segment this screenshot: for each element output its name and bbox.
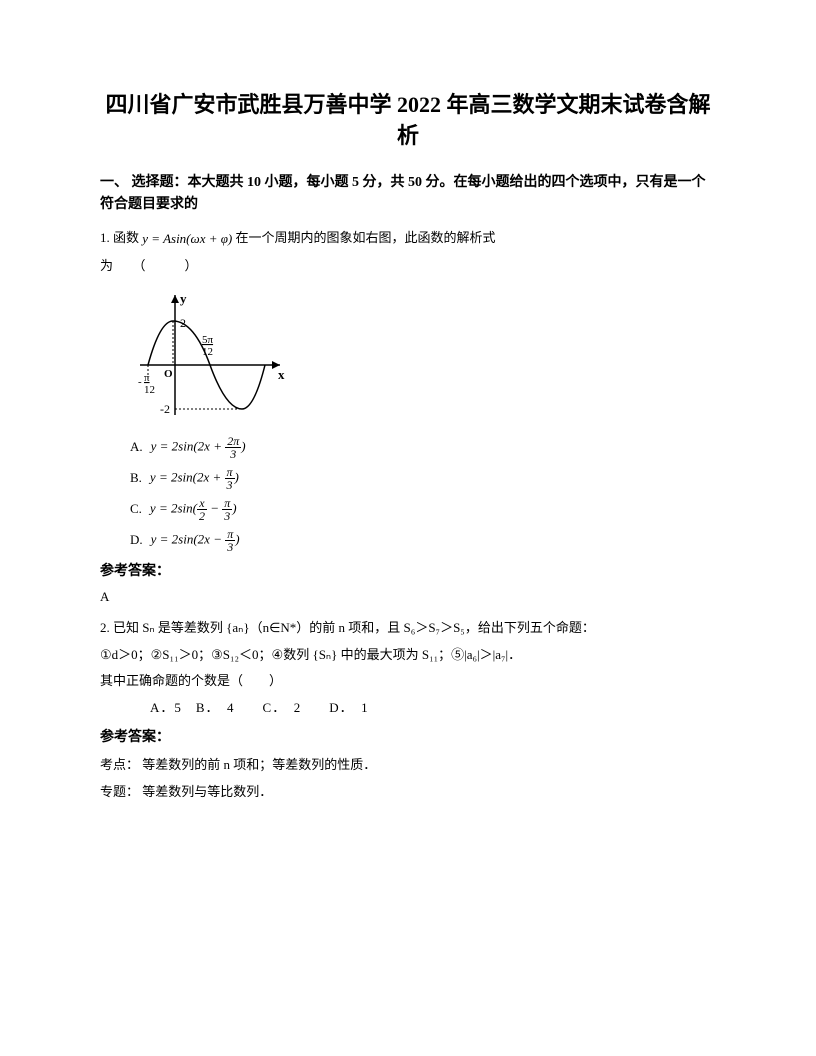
q1-post: 在一个周期内的图象如右图，此函数的解析式 (236, 230, 496, 245)
q1-formula: y = Asin(ωx + φ) (142, 229, 232, 250)
kaodian-label: 考点： (100, 757, 139, 772)
opt-d-label: D. (130, 530, 143, 551)
svg-text:2: 2 (180, 316, 186, 330)
q1-line1: 1. 函数 y = Asin(ωx + φ) 在一个周期内的图象如右图，此函数的… (100, 228, 716, 249)
opt-a-formula: y = 2sin(2x + 2π3) (151, 435, 246, 460)
page-title: 四川省广安市武胜县万善中学 2022 年高三数学文期末试卷含解析 (100, 90, 716, 152)
q2-options: A．5 B． 4 C． 2 D． 1 (150, 698, 716, 719)
opt-b-formula: y = 2sin(2x + π3) (150, 466, 239, 491)
q2-zhuanti: 专题： 等差数列与等比数列． (100, 782, 716, 803)
section-1-heading: 一、 选择题：本大题共 10 小题，每小题 5 分，共 50 分。在每小题给出的… (100, 172, 716, 217)
svg-text:5π: 5π (202, 334, 214, 346)
q1-option-c: C. y = 2sin(x2 − π3) (130, 497, 716, 522)
svg-text:-2: -2 (160, 402, 170, 416)
svg-text:y: y (180, 291, 187, 306)
svg-text:x: x (278, 367, 285, 382)
opt-c-label: C. (130, 499, 142, 520)
svg-text:O: O (164, 368, 173, 380)
q2-line1: 2. 已知 Sₙ 是等差数列 {aₙ}（n∈N*）的前 n 项和，且 S₆＞S₇… (100, 618, 716, 639)
svg-text:12: 12 (202, 346, 213, 358)
q1-option-a: A. y = 2sin(2x + 2π3) (130, 435, 716, 460)
opt-b-label: B. (130, 468, 142, 489)
kaodian-text: 等差数列的前 n 项和；等差数列的性质． (142, 757, 376, 772)
q1-option-b: B. y = 2sin(2x + π3) (130, 466, 716, 491)
q2-kaodian: 考点： 等差数列的前 n 项和；等差数列的性质． (100, 755, 716, 776)
q1-options: A. y = 2sin(2x + 2π3) B. y = 2sin(2x + π… (130, 435, 716, 553)
opt-a-label: A. (130, 437, 143, 458)
opt-d-formula: y = 2sin(2x − π3) (151, 528, 240, 553)
q1-option-d: D. y = 2sin(2x − π3) (130, 528, 716, 553)
svg-text:π: π (144, 372, 150, 384)
q2-num: 2. (100, 620, 110, 635)
q2-line2: ①d＞0；②S₁₁＞0；③S₁₂＜0；④数列 {Sₙ} 中的最大项为 S₁₁；⑤… (100, 645, 716, 666)
q1-answer-heading: 参考答案： (100, 561, 716, 583)
svg-text:12: 12 (144, 384, 155, 396)
q2-answer-heading: 参考答案： (100, 727, 716, 749)
q1-pre: 函数 (113, 230, 139, 245)
q1-answer: A (100, 587, 716, 608)
question-1: 1. 函数 y = Asin(ωx + φ) 在一个周期内的图象如右图，此函数的… (100, 228, 716, 552)
zhuanti-label: 专题： (100, 784, 139, 799)
opt-c-formula: y = 2sin(x2 − π3) (150, 497, 237, 522)
q1-line2: 为 （ ） (100, 256, 716, 277)
zhuanti-text: 等差数列与等比数列． (142, 784, 272, 799)
q1-num: 1. (100, 230, 110, 245)
q2-text: 已知 Sₙ 是等差数列 {aₙ}（n∈N*）的前 n 项和，且 S₆＞S₇＞S₅… (113, 620, 595, 635)
q2-line3: 其中正确命题的个数是（ ） (100, 671, 716, 692)
question-2: 2. 已知 Sₙ 是等差数列 {aₙ}（n∈N*）的前 n 项和，且 S₆＞S₇… (100, 618, 716, 719)
sine-graph: y x O 2 5π 12 - π 12 -2 (130, 285, 290, 425)
svg-text:-: - (138, 376, 142, 388)
